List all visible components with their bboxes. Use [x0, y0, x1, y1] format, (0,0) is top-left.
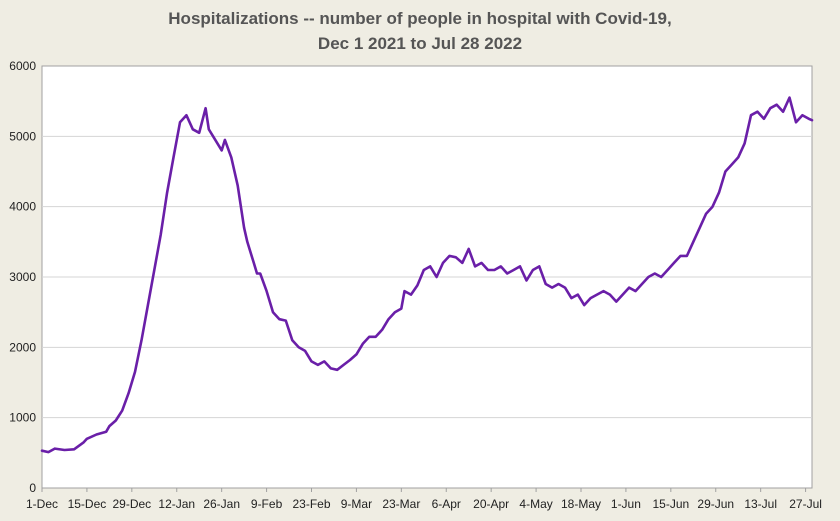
y-tick-label: 6000 [9, 59, 36, 73]
chart-title-line2: Dec 1 2021 to Jul 28 2022 [317, 34, 523, 53]
x-tick-label: 15-Dec [68, 497, 107, 511]
x-tick-label: 13-Jul [744, 497, 777, 511]
x-tick-label: 23-Mar [382, 497, 420, 511]
x-axis: 1-Dec 15-Dec 29-Dec 12-Jan 26-Jan 9-Feb 23-Feb… [26, 488, 822, 511]
x-tick-label: 6-Apr [432, 497, 461, 511]
x-tick-label: 1-Jun [611, 497, 641, 511]
x-tick-label: 18-May [561, 497, 601, 511]
x-tick-label: 15-Jun [652, 497, 689, 511]
y-tick-label: 3000 [9, 270, 36, 284]
x-tick-label: 9-Mar [341, 497, 372, 511]
x-tick-label: 29-Dec [112, 497, 151, 511]
y-tick-label: 5000 [9, 129, 36, 143]
x-tick-label: 29-Jun [697, 497, 734, 511]
x-tick-label: 23-Feb [292, 497, 330, 511]
y-tick-label: 2000 [9, 340, 36, 354]
y-tick-label: 4000 [9, 200, 36, 214]
chart-title-line1: Hospitalizations -- number of people in … [168, 9, 672, 28]
x-tick-label: 1-Dec [26, 497, 58, 511]
gridlines [42, 135, 812, 419]
x-tick-label: 9-Feb [251, 497, 283, 511]
x-tick-label: 20-Apr [473, 497, 509, 511]
y-axis: 0 1000 2000 3000 4000 5000 6000 [9, 59, 36, 495]
y-tick-label: 1000 [9, 411, 36, 425]
series-line [40, 96, 814, 454]
series-group [40, 96, 814, 454]
x-tick-label: 4-May [519, 497, 552, 511]
y-tick-label: 0 [29, 481, 36, 495]
x-tick-label: 26-Jan [203, 497, 240, 511]
x-tick-label: 12-Jan [158, 497, 195, 511]
x-tick-label: 27-Jul [789, 497, 822, 511]
